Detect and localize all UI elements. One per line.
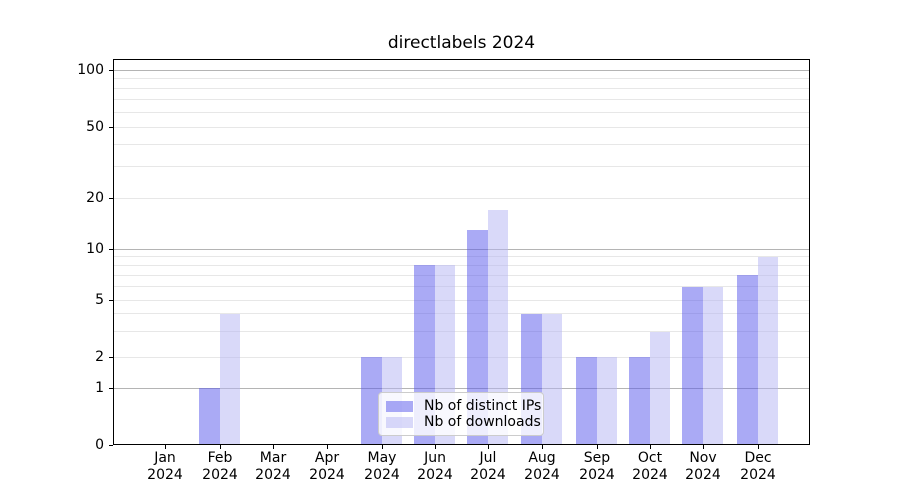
gridline-minor bbox=[113, 299, 810, 301]
y-tick-mark bbox=[109, 388, 113, 389]
x-tick-label: Feb 2024 bbox=[202, 450, 238, 483]
legend-item-distinct-ips: Nb of distinct IPs bbox=[386, 398, 542, 414]
legend-label-distinct-ips: Nb of distinct IPs bbox=[424, 398, 542, 414]
bar-distinct-ips-sep bbox=[576, 357, 597, 445]
y-tick-mark bbox=[109, 70, 113, 71]
gridline-minor bbox=[113, 274, 810, 276]
gridline-minor bbox=[113, 87, 810, 89]
x-tick-label: Dec 2024 bbox=[740, 450, 776, 483]
x-tick-mark bbox=[703, 445, 704, 449]
bar-downloads-oct bbox=[649, 331, 670, 445]
gridline-minor bbox=[113, 143, 810, 145]
gridline-minor bbox=[113, 256, 810, 258]
y-tick-mark bbox=[109, 198, 113, 199]
y-tick-label: 5 bbox=[95, 292, 104, 308]
spine-bottom bbox=[113, 444, 810, 445]
y-tick-mark bbox=[109, 249, 113, 250]
y-tick-label: 0 bbox=[95, 437, 104, 453]
x-tick-mark bbox=[382, 445, 383, 449]
bar-distinct-ips-feb bbox=[199, 388, 220, 445]
bar-downloads-jul bbox=[487, 209, 508, 445]
spine-right bbox=[809, 59, 810, 445]
spine-top bbox=[113, 59, 810, 60]
x-tick-mark bbox=[273, 445, 274, 449]
legend-label-downloads: Nb of downloads bbox=[424, 414, 541, 430]
x-tick-mark bbox=[327, 445, 328, 449]
bar-distinct-ips-may bbox=[361, 357, 382, 445]
y-tick-mark bbox=[109, 300, 113, 301]
x-tick-label: Mar 2024 bbox=[255, 450, 291, 483]
gridline-minor bbox=[113, 166, 810, 168]
gridline-minor bbox=[113, 126, 810, 128]
x-tick-label: Jul 2024 bbox=[470, 450, 506, 483]
gridline-major bbox=[113, 69, 810, 71]
x-tick-label: Apr 2024 bbox=[309, 450, 345, 483]
bar-downloads-feb bbox=[219, 313, 240, 445]
bar-downloads-sep bbox=[596, 357, 617, 445]
x-tick-mark bbox=[220, 445, 221, 449]
gridline-major bbox=[113, 387, 810, 389]
y-tick-label: 10 bbox=[86, 241, 104, 257]
gridline-minor bbox=[113, 313, 810, 315]
plot-area: Nb of distinct IPs Nb of downloads bbox=[113, 59, 810, 445]
gridline-major bbox=[113, 248, 810, 250]
x-tick-label: Oct 2024 bbox=[632, 450, 668, 483]
y-tick-mark bbox=[109, 445, 113, 446]
gridline-minor bbox=[113, 264, 810, 266]
x-tick-label: Jun 2024 bbox=[417, 450, 453, 483]
bar-distinct-ips-jul bbox=[467, 229, 488, 445]
gridline-minor bbox=[113, 111, 810, 113]
bar-downloads-aug bbox=[541, 313, 562, 445]
gridline-minor bbox=[113, 286, 810, 288]
bar-downloads-dec bbox=[757, 256, 778, 445]
y-tick-label: 20 bbox=[86, 190, 104, 206]
y-tick-label: 50 bbox=[86, 119, 104, 135]
bar-downloads-nov bbox=[702, 286, 723, 445]
gridline-minor bbox=[113, 98, 810, 100]
gridline-minor bbox=[113, 331, 810, 333]
gridline-minor bbox=[113, 356, 810, 358]
x-tick-mark bbox=[758, 445, 759, 449]
y-tick-mark bbox=[109, 357, 113, 358]
legend-item-downloads: Nb of downloads bbox=[386, 414, 541, 430]
x-tick-label: Jan 2024 bbox=[147, 450, 183, 483]
x-tick-mark bbox=[435, 445, 436, 449]
x-tick-label: May 2024 bbox=[364, 450, 400, 483]
bar-distinct-ips-oct bbox=[629, 357, 650, 445]
x-tick-mark bbox=[488, 445, 489, 449]
y-tick-label: 100 bbox=[77, 62, 104, 78]
legend-swatch-downloads bbox=[386, 416, 413, 428]
x-tick-label: Sep 2024 bbox=[579, 450, 615, 483]
bar-distinct-ips-nov bbox=[682, 286, 703, 445]
y-tick-mark bbox=[109, 127, 113, 128]
legend: Nb of distinct IPs Nb of downloads bbox=[378, 392, 544, 436]
x-tick-mark bbox=[597, 445, 598, 449]
x-tick-mark bbox=[542, 445, 543, 449]
gridline-minor bbox=[113, 197, 810, 199]
chart-title: directlabels 2024 bbox=[387, 33, 536, 53]
y-tick-label: 2 bbox=[95, 349, 104, 365]
x-tick-mark bbox=[650, 445, 651, 449]
gridline-minor bbox=[113, 78, 810, 80]
y-tick-label: 1 bbox=[95, 380, 104, 396]
x-tick-label: Nov 2024 bbox=[685, 450, 721, 483]
legend-swatch-distinct-ips bbox=[386, 400, 413, 412]
x-tick-mark bbox=[165, 445, 166, 449]
spine-left bbox=[113, 59, 114, 445]
bar-distinct-ips-dec bbox=[737, 275, 758, 445]
x-tick-label: Aug 2024 bbox=[524, 450, 560, 483]
